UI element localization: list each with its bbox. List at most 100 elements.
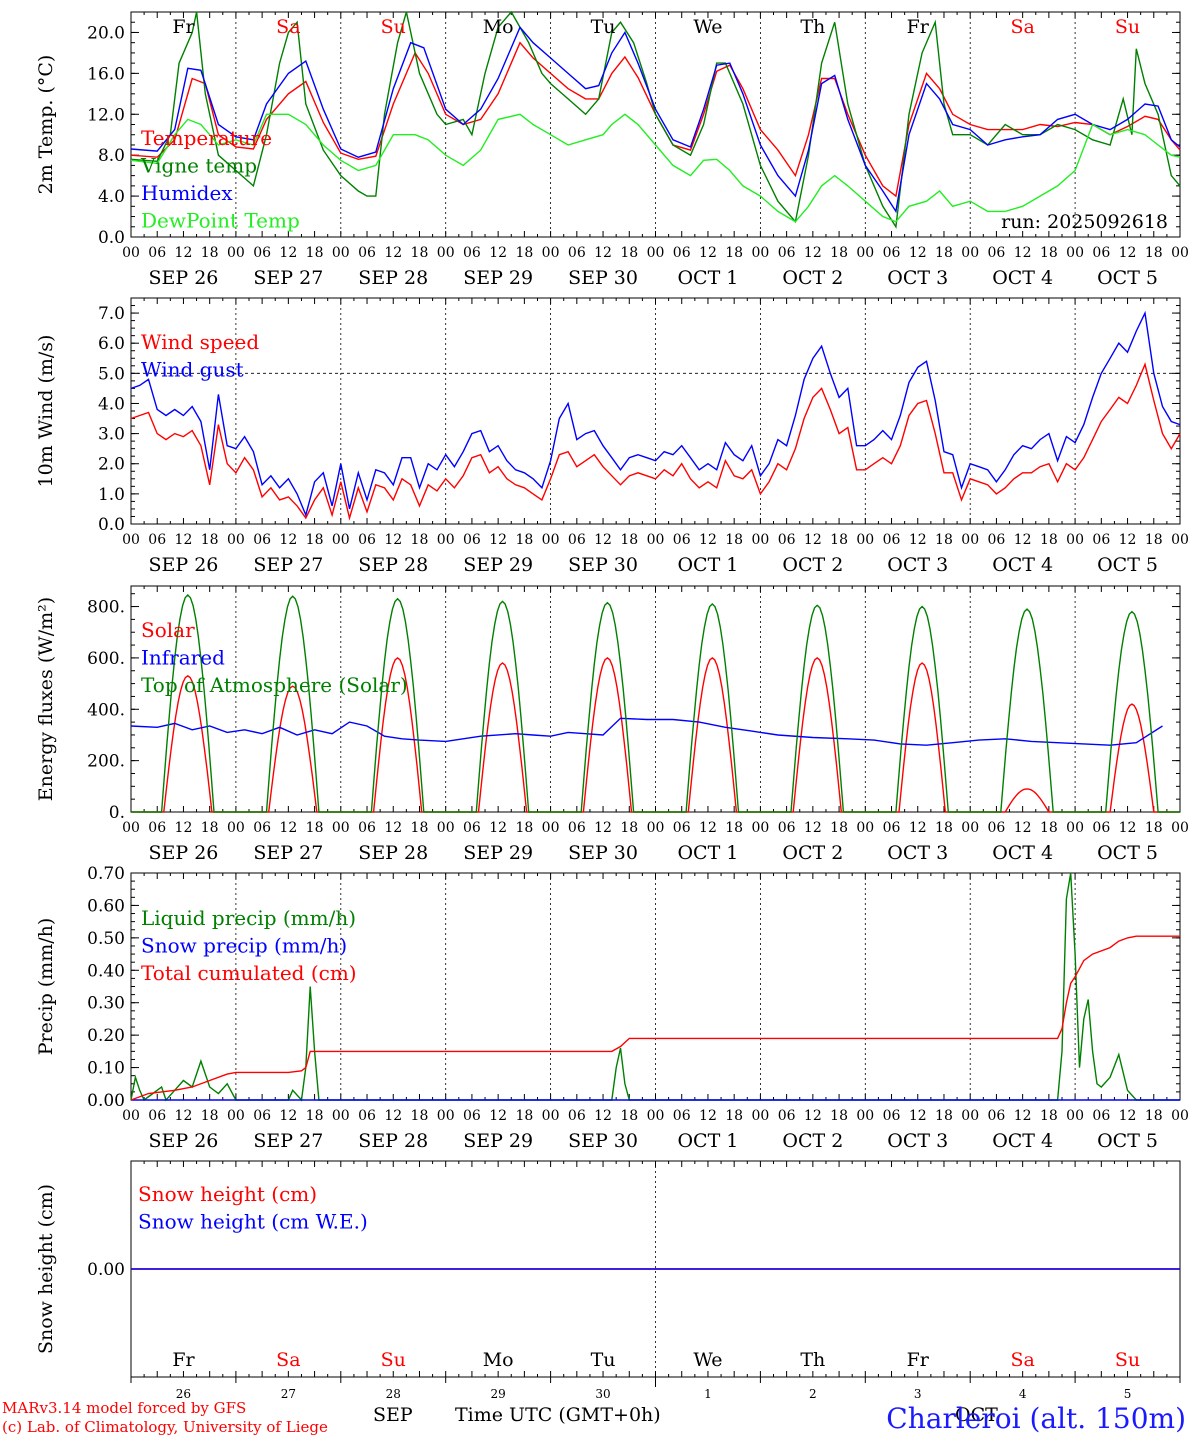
x-hour-label: 18 bbox=[201, 532, 219, 548]
x-hour-label: 12 bbox=[594, 820, 612, 836]
panel-frame bbox=[130, 585, 1181, 813]
x-hour-label: 18 bbox=[1040, 532, 1058, 548]
panel-precip: 0.00 0.10 0.20 0.30 0.40 0.50 0.60 0.70 Precip (… bbox=[35, 864, 1189, 1152]
x-hour-label: 18 bbox=[201, 1108, 219, 1124]
x-hour-label: 12 bbox=[699, 245, 717, 261]
x-hour-label: 18 bbox=[935, 245, 953, 261]
x-hour-label: 00 bbox=[542, 1108, 560, 1124]
x-hour-label: 12 bbox=[804, 532, 822, 548]
x-hour-label: 00 bbox=[751, 245, 769, 261]
y-tick-label: 800. bbox=[87, 598, 125, 618]
legend-item: Wind gust bbox=[141, 358, 244, 382]
x-date-label: SEP 27 bbox=[253, 842, 323, 864]
x-hour-label: 18 bbox=[306, 532, 324, 548]
x-date-label: OCT 2 bbox=[782, 267, 843, 289]
panel-energy: 0. 200. 400. 600. 800. Energy fluxes (W/m²) So… bbox=[35, 585, 1189, 864]
x-hour-label: 12 bbox=[279, 820, 297, 836]
x-hour-label: 00 bbox=[437, 532, 455, 548]
x-date-label: OCT 4 bbox=[992, 554, 1053, 576]
x-hour-label: 00 bbox=[751, 1108, 769, 1124]
x-hour-label: 06 bbox=[148, 820, 166, 836]
y-tick-label: 0.40 bbox=[87, 961, 125, 981]
x-hour-label: 18 bbox=[830, 1108, 848, 1124]
model-credit: MARv3.14 model forced by GFS bbox=[2, 1399, 247, 1417]
y-tick-label: 200. bbox=[87, 752, 125, 772]
x-hour-label: 00 bbox=[647, 532, 665, 548]
weekday-label: Su bbox=[381, 16, 406, 38]
x-hour-label: 06 bbox=[253, 1108, 271, 1124]
x-hour-label: 00 bbox=[542, 532, 560, 548]
y-tick-label: 400. bbox=[87, 700, 125, 720]
x-date-label: OCT 5 bbox=[1097, 842, 1158, 864]
x-date-label: SEP 26 bbox=[149, 267, 219, 289]
x-date-label: SEP 30 bbox=[568, 842, 638, 864]
y-tick-label: 3.0 bbox=[98, 425, 125, 445]
x-date-label: SEP 28 bbox=[358, 842, 428, 864]
x-hour-label: 06 bbox=[673, 245, 691, 261]
legend-item: Vigne temp bbox=[140, 154, 257, 178]
x-hour-label: 00 bbox=[1171, 245, 1189, 261]
x-date-label: SEP 29 bbox=[463, 842, 533, 864]
day-number-label: 29 bbox=[491, 1387, 506, 1401]
y-tick-label: 0.0 bbox=[98, 228, 125, 248]
x-hour-label: 00 bbox=[227, 532, 245, 548]
panel-temperature: 0.0 4.0 8.0 12.0 16.0 20.0 2m Temp. (°C) Temper… bbox=[35, 10, 1189, 289]
x-hour-label: 18 bbox=[515, 820, 533, 836]
y-tick-label: 0.20 bbox=[87, 1026, 125, 1046]
y-tick-label: 0.10 bbox=[87, 1059, 125, 1079]
x-hour-label: 06 bbox=[1092, 1108, 1110, 1124]
month-label-oct: OCT bbox=[955, 1404, 998, 1426]
x-hour-label: 00 bbox=[1066, 1108, 1084, 1124]
x-hour-label: 00 bbox=[961, 532, 979, 548]
x-date-label: OCT 4 bbox=[992, 267, 1053, 289]
series-line-top-of-atmosphere-solar- bbox=[131, 593, 1180, 813]
day-number-label: 28 bbox=[386, 1387, 401, 1401]
x-date-label: OCT 4 bbox=[992, 842, 1053, 864]
x-hour-label: 18 bbox=[1145, 532, 1163, 548]
x-hour-label: 06 bbox=[253, 532, 271, 548]
weekday-label: Su bbox=[1115, 1349, 1140, 1371]
x-date-label: SEP 27 bbox=[253, 267, 323, 289]
legend-item: Snow precip (mm/h) bbox=[141, 934, 347, 958]
x-hour-label: 06 bbox=[1092, 245, 1110, 261]
y-tick-label: 0.50 bbox=[87, 929, 125, 949]
weekday-label: Sa bbox=[276, 1349, 300, 1371]
x-date-label: SEP 27 bbox=[253, 554, 323, 576]
x-hour-label: 18 bbox=[935, 1108, 953, 1124]
series-line-temperature bbox=[130, 41, 1181, 198]
legend-item: Liquid precip (mm/h) bbox=[141, 906, 356, 930]
y-tick-label: 0.30 bbox=[87, 994, 125, 1014]
x-hour-label: 06 bbox=[883, 532, 901, 548]
x-hour-label: 00 bbox=[856, 820, 874, 836]
x-hour-label: 00 bbox=[122, 820, 140, 836]
y-tick-label: 600. bbox=[87, 649, 125, 669]
x-hour-label: 18 bbox=[1040, 820, 1058, 836]
x-hour-label: 06 bbox=[1092, 532, 1110, 548]
x-hour-label: 06 bbox=[568, 820, 586, 836]
weekday-label: Th bbox=[800, 1349, 825, 1371]
x-hour-label: 00 bbox=[227, 820, 245, 836]
panel-wind: 0.0 1.0 2.0 3.0 4.0 5.0 6.0 7.0 10m Wind (m/s) Wi… bbox=[35, 297, 1189, 576]
x-hour-label: 00 bbox=[856, 1108, 874, 1124]
x-hour-label: 12 bbox=[384, 245, 402, 261]
x-hour-label: 12 bbox=[909, 1108, 927, 1124]
x-date-label: OCT 3 bbox=[887, 554, 948, 576]
x-hour-label: 00 bbox=[542, 245, 560, 261]
time-axis-label: Time UTC (GMT+0h) bbox=[455, 1404, 661, 1426]
y-tick-label: 1.0 bbox=[98, 485, 125, 505]
x-hour-label: 12 bbox=[909, 820, 927, 836]
x-hour-label: 00 bbox=[1066, 245, 1084, 261]
panel-frame bbox=[130, 297, 1181, 525]
x-hour-label: 12 bbox=[1119, 820, 1137, 836]
x-hour-label: 18 bbox=[935, 820, 953, 836]
y-tick-label: 4.0 bbox=[98, 187, 125, 207]
x-hour-label: 18 bbox=[411, 820, 429, 836]
x-hour-label: 06 bbox=[358, 532, 376, 548]
x-hour-label: 00 bbox=[227, 1108, 245, 1124]
y-tick-label: 12.0 bbox=[87, 105, 125, 125]
x-hour-label: 18 bbox=[725, 820, 743, 836]
y-tick-label: 20.0 bbox=[87, 23, 125, 43]
x-hour-label: 18 bbox=[201, 820, 219, 836]
day-number-label: 27 bbox=[281, 1387, 296, 1401]
